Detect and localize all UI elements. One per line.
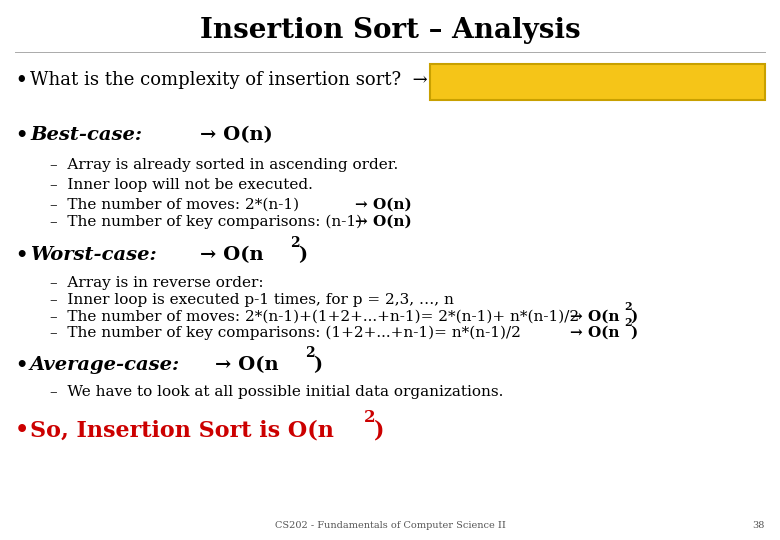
Text: •: • [15,356,27,374]
Text: 2: 2 [624,301,632,313]
Text: –  Inner loop is executed p-1 times, for p = 2,3, …, n: – Inner loop is executed p-1 times, for … [50,293,454,307]
Text: 2: 2 [305,346,314,360]
Text: •: • [15,419,30,441]
Text: Insertion Sort – Analysis: Insertion Sort – Analysis [200,17,580,44]
FancyBboxPatch shape [430,64,765,100]
Text: So, Insertion Sort is O(n: So, Insertion Sort is O(n [30,419,334,441]
Text: 38: 38 [753,521,765,530]
Text: –  Array is in reverse order:: – Array is in reverse order: [50,276,264,290]
Text: → O(n): → O(n) [355,198,412,212]
Text: –  The number of moves: 2*(n-1): – The number of moves: 2*(n-1) [50,198,299,212]
Text: ): ) [630,326,637,340]
Text: ): ) [374,419,385,441]
Text: •: • [15,71,27,89]
Text: 2: 2 [290,236,300,250]
Text: CS202 - Fundamentals of Computer Science II: CS202 - Fundamentals of Computer Science… [275,521,505,530]
Text: → O(n: → O(n [200,246,264,264]
Text: 2: 2 [364,409,376,427]
Text: → O(n): → O(n) [355,215,412,229]
Text: •: • [15,126,27,144]
Text: –  Inner loop will not be executed.: – Inner loop will not be executed. [50,178,313,192]
Text: –  We have to look at all possible initial data organizations.: – We have to look at all possible initia… [50,385,503,399]
Text: Worst-case:: Worst-case: [30,246,157,264]
Text: → O(n: → O(n [570,326,619,340]
Text: What is the complexity of insertion sort?  →: What is the complexity of insertion sort… [30,71,427,89]
Text: → O(n: → O(n [570,310,619,324]
Text: •: • [15,246,27,264]
Text: ): ) [313,356,322,374]
Text: 2: 2 [624,318,632,328]
Text: → O(n: → O(n [215,356,278,374]
Text: –  The number of moves: 2*(n-1)+(1+2+...+n-1)= 2*(n-1)+ n*(n-1)/2: – The number of moves: 2*(n-1)+(1+2+...+… [50,310,579,324]
Text: Best-case:: Best-case: [30,126,142,144]
Text: → O(n): → O(n) [200,126,273,144]
Text: –  The number of key comparisons: (1+2+...+n-1)= n*(n-1)/2: – The number of key comparisons: (1+2+..… [50,326,521,340]
Text: –  The number of key comparisons: (n-1): – The number of key comparisons: (n-1) [50,215,362,229]
Text: ): ) [298,246,307,264]
Text: Average-case:: Average-case: [30,356,180,374]
Text: –  Array is already sorted in ascending order.: – Array is already sorted in ascending o… [50,158,399,172]
Text: ): ) [630,310,637,324]
